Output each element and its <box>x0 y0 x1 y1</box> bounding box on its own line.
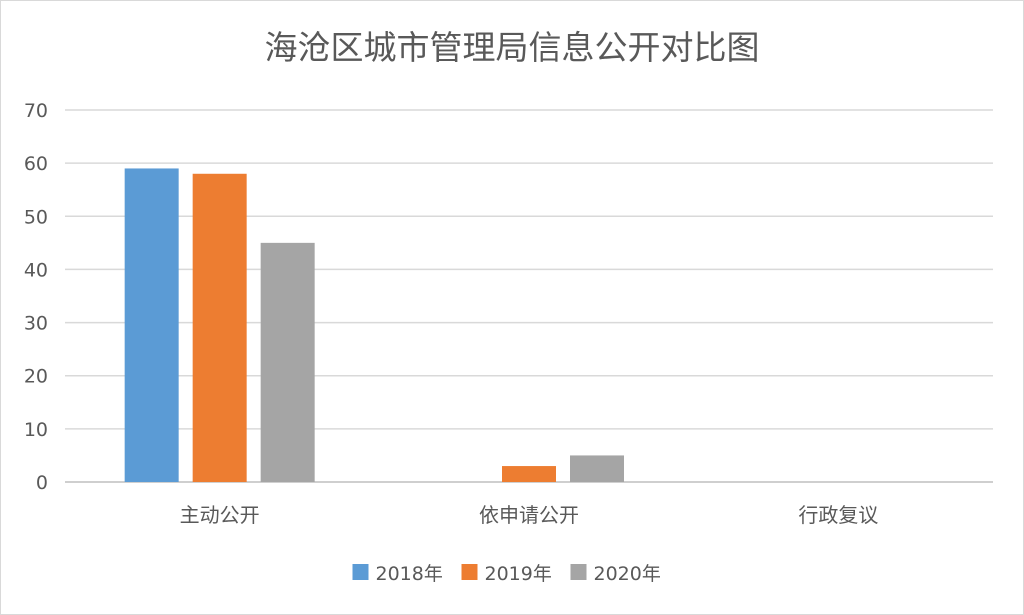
x-axis-categories: 主动公开 依申请公开 行政复议 <box>180 503 879 527</box>
bar <box>570 455 624 482</box>
y-tick-label: 70 <box>24 100 48 122</box>
y-tick-label: 60 <box>24 153 48 175</box>
y-axis-ticks: 0 10 20 30 40 50 60 70 <box>24 100 48 494</box>
legend-label: 2018年 <box>376 563 443 585</box>
y-tick-label: 50 <box>24 206 48 228</box>
legend-label: 2020年 <box>594 563 661 585</box>
y-tick-label: 20 <box>24 366 48 388</box>
legend: 2018年 2019年 2020年 <box>352 563 661 585</box>
legend-swatch <box>570 564 587 580</box>
x-category-label: 依申请公开 <box>479 503 579 527</box>
y-tick-label: 10 <box>24 419 48 441</box>
y-tick-label: 40 <box>24 259 48 281</box>
x-category-label: 主动公开 <box>180 503 260 527</box>
legend-label: 2019年 <box>485 563 552 585</box>
y-tick-label: 30 <box>24 313 48 335</box>
y-tick-label: 0 <box>36 472 48 494</box>
bar <box>502 466 556 482</box>
bars <box>124 168 624 482</box>
legend-swatch <box>352 564 369 580</box>
chart-title: 海沧区城市管理局信息公开对比图 <box>265 28 760 67</box>
bar <box>192 173 247 482</box>
legend-swatch <box>461 564 478 580</box>
x-category-label: 行政复议 <box>798 503 878 527</box>
bar <box>260 242 315 482</box>
bar <box>124 168 179 482</box>
